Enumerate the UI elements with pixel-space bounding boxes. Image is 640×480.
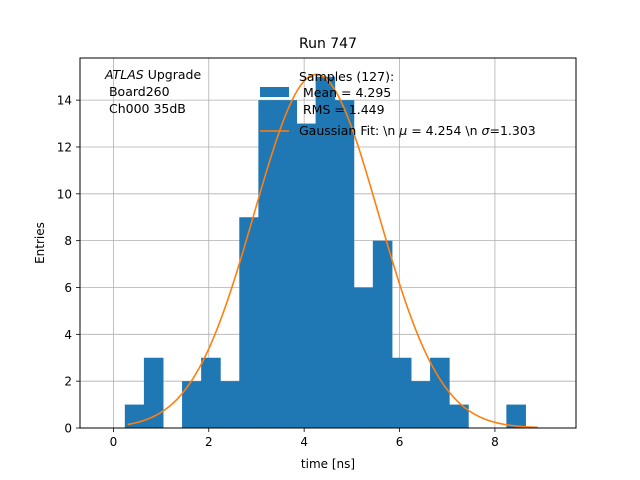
histogram-bars xyxy=(124,76,526,429)
legend-rms: RMS = 1.449 xyxy=(299,102,385,117)
histogram-bar-3 xyxy=(182,381,202,428)
histogram-bar-16 xyxy=(430,357,450,428)
y-tick-label-6: 12 xyxy=(57,140,72,154)
y-tick-label-0: 0 xyxy=(64,422,72,436)
histogram-bar-15 xyxy=(410,381,431,428)
histogram-bar-6 xyxy=(239,217,259,428)
gaussian-fit-curve xyxy=(127,73,538,429)
y-axis-label: Entries xyxy=(33,222,47,264)
histogram-bar-12 xyxy=(353,287,374,428)
histogram-bar-10 xyxy=(315,76,336,428)
histogram-bar-11 xyxy=(334,100,355,428)
legend-fit-label: Gaussian Fit: \n μ = 4.254 \n σ=1.303 xyxy=(299,123,536,138)
y-tick-label-1: 2 xyxy=(64,375,72,389)
histogram-bar-5 xyxy=(220,381,240,428)
histogram-bar-17 xyxy=(449,404,469,428)
fit-mu-symbol: μ xyxy=(398,123,407,138)
y-tick-label-2: 4 xyxy=(64,328,72,342)
y-tick-label-4: 8 xyxy=(64,234,72,248)
plot-frame xyxy=(79,57,577,429)
histogram-bar-4 xyxy=(201,357,221,428)
axis-ticks: 0 2 4 6 8 0 2 4 6 8 10 12 14 xyxy=(57,94,499,449)
legend-histogram-swatch xyxy=(260,87,289,97)
y-tick-label-3: 6 xyxy=(64,281,72,295)
chart-title: Run 747 xyxy=(299,36,357,52)
legend-histogram-label: Samples (127): xyxy=(299,69,394,84)
fit-sigma-symbol: σ xyxy=(482,123,491,138)
fit-sigma-text: =1.303 xyxy=(489,123,535,138)
gaussian-fit-layer xyxy=(127,73,538,429)
histogram-bar-9 xyxy=(296,123,317,429)
legend: Samples (127): Mean = 4.295 RMS = 1.449 … xyxy=(260,69,536,138)
histogram-bar-14 xyxy=(391,357,412,428)
x-tick-label-3: 6 xyxy=(396,435,404,449)
x-tick-label-2: 4 xyxy=(300,435,308,449)
annotation-line-2: Board260 xyxy=(105,84,170,99)
x-axis-label: time [ns] xyxy=(301,457,355,471)
y-tick-label-7: 14 xyxy=(57,94,72,108)
annotation-italic: ATLAS xyxy=(104,67,144,82)
fit-mu-text: = 4.254 \n xyxy=(407,123,481,138)
fit-prefix: Gaussian Fit: \n xyxy=(299,123,399,138)
histogram-bar-20 xyxy=(506,404,526,428)
annotation-rest: Upgrade xyxy=(144,67,202,82)
histogram-bar-13 xyxy=(372,240,393,428)
y-tick-label-5: 10 xyxy=(57,187,72,201)
annotation-line-3: Ch000 35dB xyxy=(105,101,186,116)
x-tick-label-0: 0 xyxy=(110,435,118,449)
x-tick-label-4: 8 xyxy=(491,435,499,449)
annotation-line-1: ATLAS Upgrade xyxy=(104,67,201,82)
histogram-bar-7 xyxy=(258,100,278,428)
histogram-bar-8 xyxy=(277,100,298,428)
histogram-bar-1 xyxy=(143,357,164,428)
x-tick-label-1: 2 xyxy=(205,435,213,449)
legend-mean: Mean = 4.295 xyxy=(299,85,391,100)
